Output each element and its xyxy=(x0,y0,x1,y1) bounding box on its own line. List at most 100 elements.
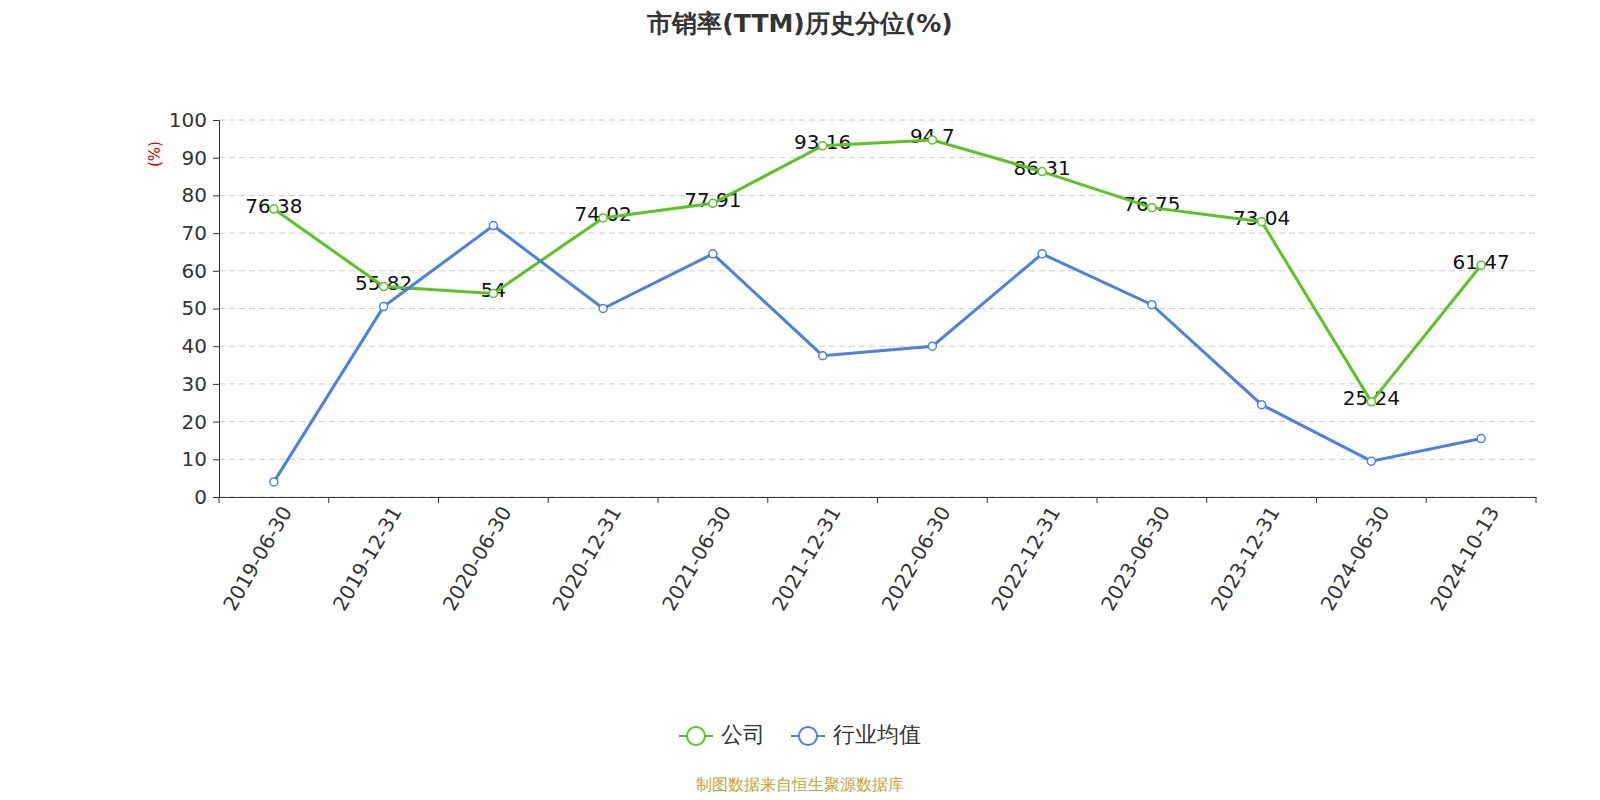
y-tick-label: 20 xyxy=(182,410,207,434)
y-tick: 0 xyxy=(194,485,219,509)
x-tick-label: 2022-12-31 xyxy=(986,502,1065,615)
marker xyxy=(709,250,717,258)
y-tick-mark xyxy=(213,459,219,460)
y-tick-label: 70 xyxy=(182,221,207,245)
x-tick: 2020-12-31 xyxy=(547,497,626,615)
marker xyxy=(1367,457,1375,465)
x-tick-label: 2019-12-31 xyxy=(328,502,407,615)
y-tick: 40 xyxy=(182,334,219,358)
marker xyxy=(1477,261,1485,269)
x-tick: 2024-10-13 xyxy=(1425,497,1504,615)
series-line xyxy=(274,140,1481,402)
marker xyxy=(819,142,827,150)
plot: 0 10 20 30 40 50 60 70 80 90 100 2019-06-30 2019-12-… xyxy=(169,108,1537,615)
y-tick-mark xyxy=(213,384,219,385)
marker xyxy=(1148,301,1156,309)
y-tick: 50 xyxy=(182,296,219,320)
y-tick: 90 xyxy=(182,146,219,170)
legend-label: 行业均值 xyxy=(833,722,921,747)
x-boundary-tick xyxy=(219,497,220,503)
x-boundary-tick xyxy=(1097,497,1098,503)
x-boundary-tick xyxy=(987,497,988,503)
y-tick-mark xyxy=(213,497,219,498)
data-label: 93.16 xyxy=(794,130,851,154)
legend-marker xyxy=(799,727,817,745)
grid-line xyxy=(219,233,1536,234)
data-label: 25.24 xyxy=(1343,386,1400,410)
y-tick-mark xyxy=(213,271,219,272)
y-tick-label: 0 xyxy=(194,485,207,509)
grid-line xyxy=(219,270,1536,271)
y-tick: 70 xyxy=(182,221,219,245)
x-tick: 2020-06-30 xyxy=(438,497,517,615)
y-axis: 0 10 20 30 40 50 60 70 80 90 100 xyxy=(169,108,220,509)
y-tick-mark xyxy=(213,346,219,347)
marker xyxy=(270,205,278,213)
title: 市销率(TTM)历史分位(%) xyxy=(646,9,952,38)
x-boundary-tick xyxy=(1536,497,1537,503)
y-tick-label: 90 xyxy=(182,146,207,170)
x-boundary-tick xyxy=(877,497,878,503)
marker xyxy=(928,136,936,144)
x-tick: 2022-06-30 xyxy=(877,497,956,615)
x-tick-label: 2022-06-30 xyxy=(877,502,956,615)
x-boundary-tick xyxy=(548,497,549,503)
marker xyxy=(1258,218,1266,226)
marker xyxy=(1038,250,1046,258)
series-line xyxy=(274,226,1481,482)
y-tick: 10 xyxy=(182,447,219,471)
x-tick: 2022-12-31 xyxy=(986,497,1065,615)
x-tick: 2019-06-30 xyxy=(218,497,297,615)
y-tick-label: 50 xyxy=(182,296,207,320)
marker xyxy=(1258,401,1266,409)
legend-label: 公司 xyxy=(721,722,765,747)
y-tick-mark xyxy=(213,158,219,159)
x-boundary-tick xyxy=(328,497,329,503)
x-tick-label: 2019-06-30 xyxy=(218,502,297,615)
grid-line xyxy=(219,383,1536,384)
x-boundary-tick xyxy=(1316,497,1317,503)
data-label: 54 xyxy=(481,278,506,302)
x-tick-label: 2024-06-30 xyxy=(1316,502,1395,615)
x-tick-label: 2023-12-31 xyxy=(1206,502,1285,615)
legend: 公司 行业均值 xyxy=(679,722,921,747)
marker xyxy=(380,283,388,291)
x-tick-label: 2021-12-31 xyxy=(767,502,846,615)
grid-line xyxy=(219,459,1536,460)
y-axis-line xyxy=(213,121,220,498)
x-tick: 2021-06-30 xyxy=(657,497,736,615)
y-tick-label: 60 xyxy=(182,259,207,283)
x-tick: 2024-06-30 xyxy=(1316,497,1395,615)
y-tick: 20 xyxy=(182,410,219,434)
grid xyxy=(219,120,1536,497)
x-tick-label: 2024-10-13 xyxy=(1425,502,1504,615)
chart: 市销率(TTM)历史分位(%) 0 10 20 30 40 50 60 70 80 90 100 201… xyxy=(0,0,1600,800)
x-boundary-tick xyxy=(767,497,768,503)
y-tick: 30 xyxy=(182,372,219,396)
marker xyxy=(709,199,717,207)
y-tick-mark xyxy=(213,309,219,310)
data-label: 61.47 xyxy=(1452,250,1509,274)
x-boundary-tick xyxy=(1206,497,1207,503)
x-tick-label: 2020-06-30 xyxy=(438,502,517,615)
y-tick-label: 100 xyxy=(169,108,207,132)
marker xyxy=(1477,435,1485,443)
x-tick: 2023-12-31 xyxy=(1206,497,1285,615)
y-tick: 80 xyxy=(182,183,219,207)
data-label: 86.31 xyxy=(1013,156,1070,180)
marker xyxy=(928,342,936,350)
x-tick-label: 2020-12-31 xyxy=(547,502,626,615)
y-label: (%) xyxy=(146,141,164,167)
x-tick: 2023-06-30 xyxy=(1096,497,1175,615)
x-boundary-tick xyxy=(658,497,659,503)
y-tick-label: 40 xyxy=(182,334,207,358)
x-tick: 2021-12-31 xyxy=(767,497,846,615)
marker xyxy=(599,214,607,222)
marks xyxy=(270,136,1485,486)
x-tick-label: 2023-06-30 xyxy=(1096,502,1175,615)
x-boundary-ticks xyxy=(219,497,1536,503)
x-tick: 2019-12-31 xyxy=(328,497,407,615)
grid-line xyxy=(219,421,1536,422)
x-axis: 2019-06-30 2019-12-31 2020-06-30 2020-12-31… xyxy=(218,497,1536,615)
marker xyxy=(380,303,388,311)
